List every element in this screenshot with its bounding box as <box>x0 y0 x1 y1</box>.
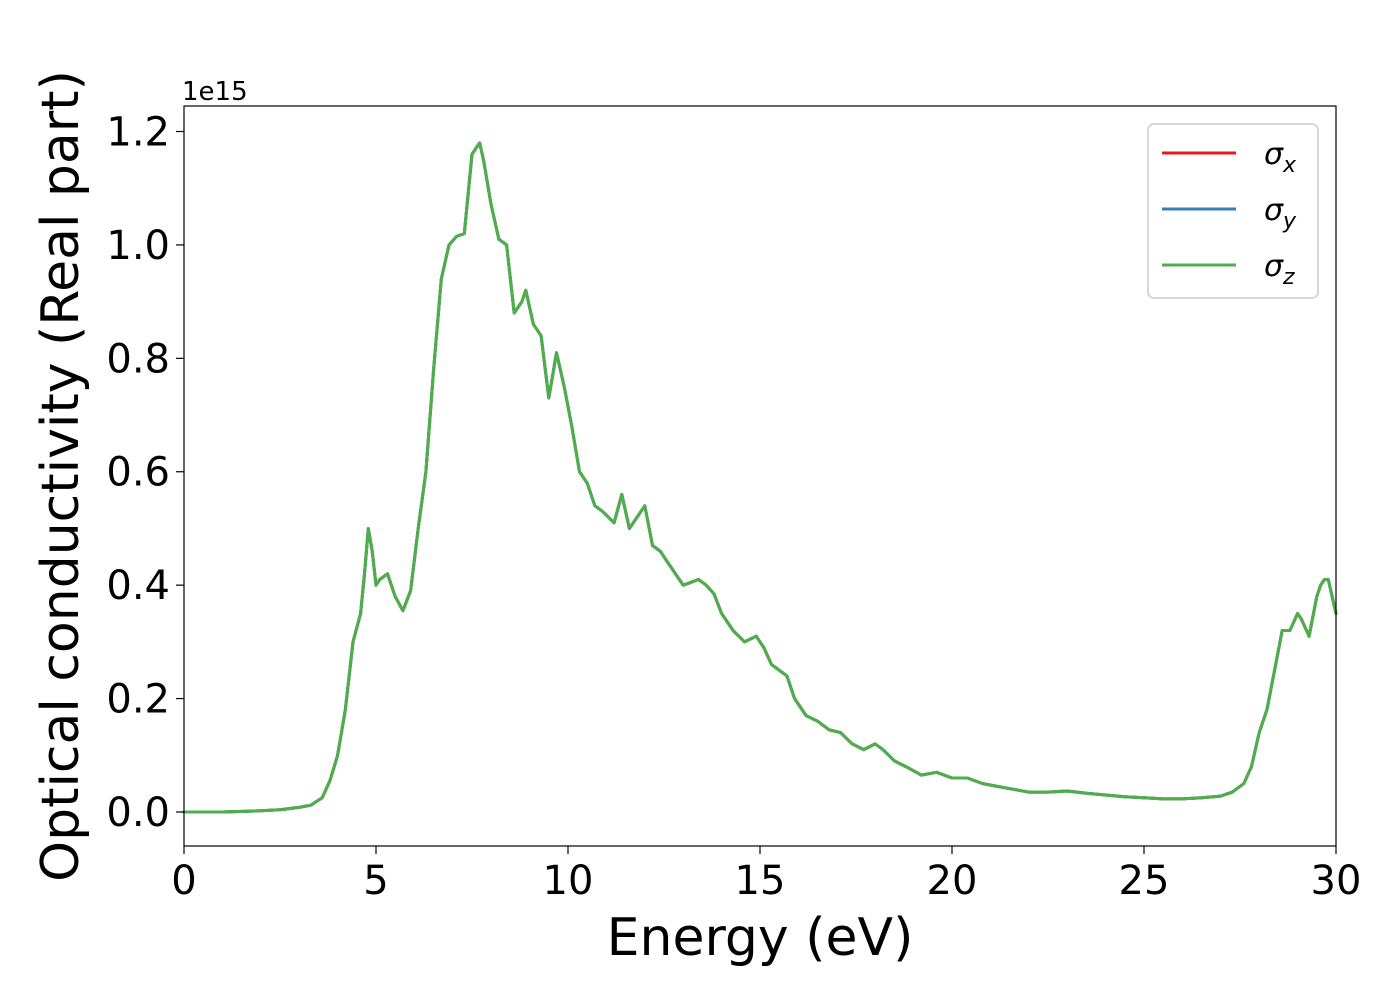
x-tick-label: 10 <box>543 858 594 904</box>
x-tick-label: 0 <box>171 858 196 904</box>
x-tick-label: 30 <box>1311 858 1362 904</box>
legend-subscript: y <box>1282 209 1297 234</box>
legend-subscript: x <box>1282 153 1297 178</box>
y-tick-label: 1.0 <box>106 223 170 269</box>
x-tick-label: 20 <box>927 858 978 904</box>
series-line-σz <box>182 141 1338 814</box>
x-axis-label: Energy (eV) <box>607 908 914 968</box>
y-tick-label: 1.2 <box>106 110 170 156</box>
legend-subscript: z <box>1282 265 1295 290</box>
y-axis-ticks: 0.0 0.2 0.4 0.6 0.8 1.0 1.2 <box>106 110 184 836</box>
y-tick-label: 0.4 <box>106 563 170 609</box>
y-tick-label: 0.8 <box>106 336 170 382</box>
x-axis-ticks: 0 5 10 15 20 25 30 <box>171 846 1361 904</box>
x-tick-label: 25 <box>1119 858 1170 904</box>
x-tick-label: 15 <box>735 858 786 904</box>
y-tick-label: 0.2 <box>106 677 170 723</box>
y-offset-label: 1e15 <box>182 77 248 107</box>
y-tick-label: 0.6 <box>106 450 170 496</box>
x-tick-label: 5 <box>363 858 388 904</box>
legend-box <box>1147 123 1319 299</box>
y-axis-label: Optical conductivity (Real part) <box>31 70 91 882</box>
series-layer <box>182 141 1338 814</box>
legend-label: σz <box>1264 249 1295 290</box>
y-tick-label: 0.0 <box>106 790 170 836</box>
